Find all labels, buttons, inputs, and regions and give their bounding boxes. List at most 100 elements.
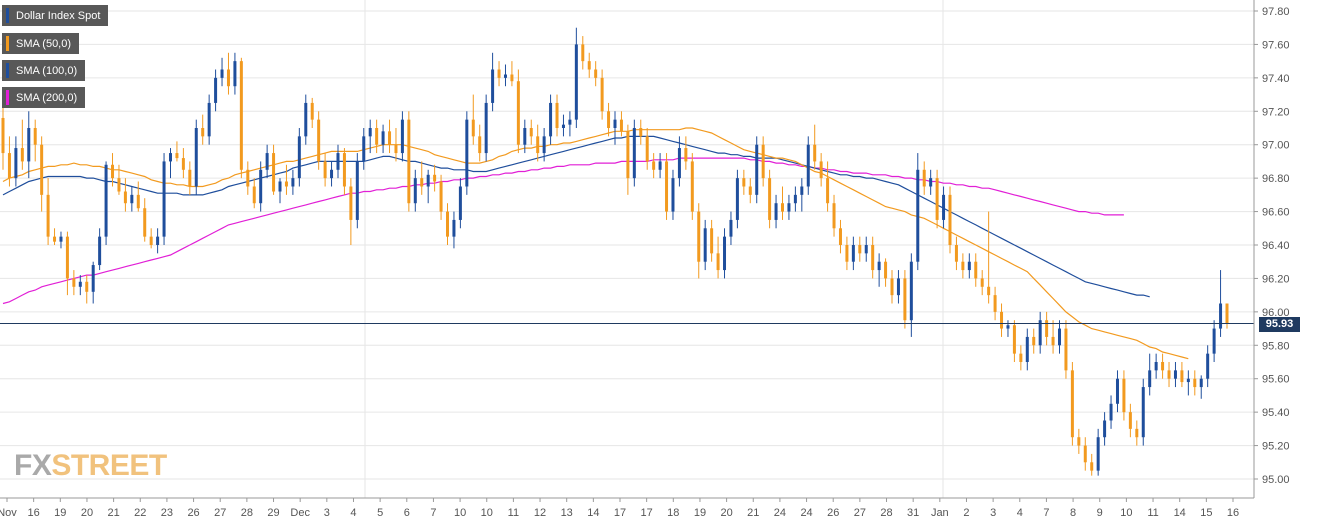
candle: [394, 128, 398, 162]
candle: [1083, 437, 1087, 471]
candle: [220, 57, 224, 87]
candle: [639, 119, 643, 145]
candle-body: [156, 236, 160, 245]
candle: [265, 144, 269, 179]
x-tick-label: 20: [81, 507, 93, 519]
candle-body: [542, 136, 546, 154]
candle: [851, 236, 855, 271]
x-tick-label: 27: [854, 507, 866, 519]
candle-body: [452, 219, 456, 237]
candle: [1, 102, 5, 170]
candle: [59, 231, 63, 249]
candle-body: [78, 281, 82, 287]
candle: [826, 161, 830, 212]
legend-sma-200[interactable]: SMA (200,0): [2, 87, 86, 108]
candle: [297, 128, 301, 187]
x-tick-label: 17: [614, 507, 626, 519]
candle-body: [188, 169, 192, 187]
candle-body: [658, 161, 662, 170]
candle: [645, 128, 649, 170]
candle-body: [239, 61, 243, 170]
legend-swatch: [6, 36, 9, 51]
candle: [1090, 453, 1094, 476]
sma-50-path: [2, 127, 1189, 360]
candle: [317, 111, 321, 170]
candle-body: [1109, 403, 1113, 421]
candle-body: [523, 128, 527, 145]
candle: [723, 228, 727, 279]
legend-dollar-index[interactable]: Dollar Index Spot: [2, 5, 109, 26]
candle-body: [136, 194, 140, 209]
candle-body: [214, 77, 218, 103]
candle: [446, 203, 450, 245]
candle-body: [181, 158, 185, 170]
candle-body: [510, 74, 514, 82]
legend-sma-50[interactable]: SMA (50,0): [2, 33, 80, 54]
candle: [884, 258, 888, 287]
candle-body: [1206, 353, 1210, 379]
candle: [1096, 428, 1100, 476]
candle: [703, 219, 707, 271]
candle: [491, 52, 495, 112]
candle: [503, 64, 507, 87]
x-tick-label: 10: [454, 507, 466, 519]
candle: [1186, 370, 1190, 396]
y-tick-label: 95.00: [1262, 474, 1290, 486]
candle-body: [819, 161, 823, 179]
candle-body: [1077, 437, 1081, 446]
current-price-label: 95.93: [1259, 317, 1300, 332]
candle-body: [1186, 378, 1190, 383]
candle-body: [729, 219, 733, 237]
candle: [1064, 320, 1068, 379]
y-tick-label: 95.80: [1262, 340, 1290, 352]
x-tick-label: Nov: [0, 507, 17, 519]
candle-body: [1141, 387, 1145, 438]
candle: [942, 186, 946, 229]
candle: [246, 161, 250, 195]
candle: [1141, 378, 1145, 446]
candle-body: [1180, 370, 1184, 383]
candle: [149, 228, 153, 249]
candle-body: [935, 178, 939, 220]
x-tick-label: 15: [1200, 507, 1212, 519]
candle: [626, 124, 630, 195]
candle-body: [1012, 325, 1016, 354]
candle: [916, 153, 920, 271]
candle-body: [53, 236, 57, 242]
y-tick-label: 95.60: [1262, 374, 1290, 386]
x-tick-label: 6: [404, 507, 410, 519]
candle: [819, 153, 823, 187]
x-tick-label: 7: [430, 507, 436, 519]
candle-body: [1193, 378, 1197, 388]
candle-body: [98, 236, 102, 266]
candle-body: [619, 119, 623, 132]
candle-body: [491, 69, 495, 103]
candle-body: [65, 236, 69, 279]
candle-body: [291, 178, 295, 187]
candle: [85, 275, 89, 304]
legend-swatch: [6, 63, 9, 78]
legend-sma-100[interactable]: SMA (100,0): [2, 60, 86, 81]
candle-body: [207, 102, 211, 137]
x-tick-label: 14: [1174, 507, 1186, 519]
candle: [832, 194, 836, 237]
candle: [568, 111, 572, 137]
y-tick-label: 96.40: [1262, 240, 1290, 252]
x-tick-label: 21: [107, 507, 119, 519]
candle: [111, 153, 115, 187]
candle-body: [1173, 370, 1177, 379]
y-tick-label: 96.00: [1262, 307, 1290, 319]
candle-body: [1212, 328, 1216, 354]
candle: [342, 148, 346, 195]
candle-body: [922, 169, 926, 187]
candle: [323, 153, 327, 187]
candle: [214, 69, 218, 112]
x-tick-label: 22: [134, 507, 146, 519]
candle-body: [1038, 320, 1042, 346]
candle: [1161, 353, 1165, 379]
y-tick-label: 96.80: [1262, 173, 1290, 185]
candle: [935, 169, 939, 229]
candle: [413, 169, 417, 212]
candle: [27, 111, 31, 179]
candle-body: [342, 153, 346, 187]
